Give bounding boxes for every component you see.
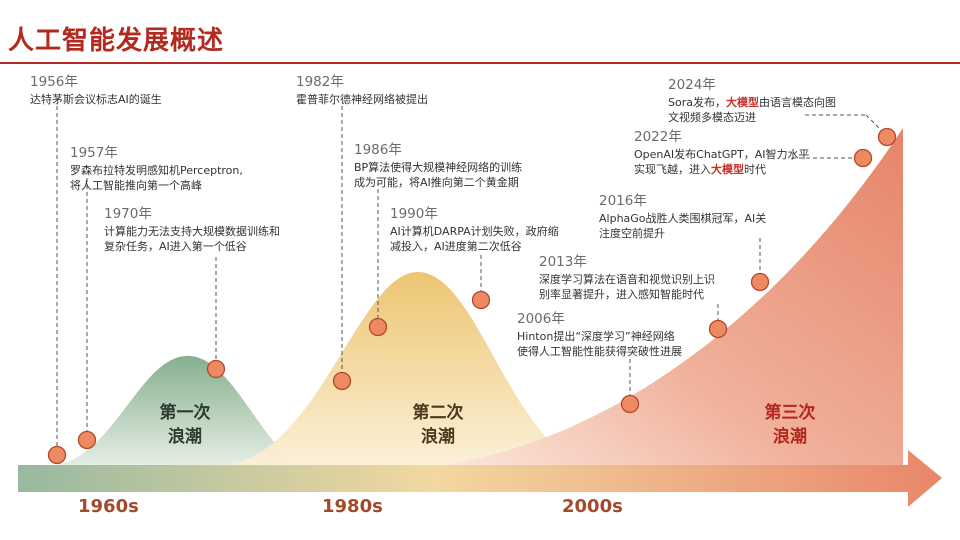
wave-3-shape [445, 128, 903, 465]
event-1982: 1982年 霍普菲尔德神经网络被提出 [296, 74, 428, 106]
wave-2-shape [228, 272, 585, 465]
event-2024: 2024年 Sora发布，大模型由语言模态向图 文视频多模态迈进 [668, 77, 836, 124]
decade-1960s: 1960s [78, 496, 139, 517]
node-2013 [708, 319, 728, 339]
decade-1980s: 1980s [322, 496, 383, 517]
node-2016 [750, 272, 770, 292]
node-2024 [877, 127, 897, 147]
node-1986 [368, 317, 388, 337]
wave-1-label: 第一次 浪潮 [159, 403, 211, 447]
event-1957: 1957年 罗森布拉特发明感知机Perceptron, 将人工智能推向第一个高峰 [70, 145, 243, 192]
node-2022 [853, 148, 873, 168]
page-title: 人工智能发展概述 [8, 26, 225, 56]
event-1990: 1990年 AI计算机DARPA计划失败，政府缩 减投入，AI进度第二次低谷 [390, 206, 559, 253]
node-1957 [77, 430, 97, 450]
node-1956 [47, 445, 67, 465]
event-1970: 1970年 计算能力无法支持大规模数据训练和 复杂任务，AI进入第一个低谷 [104, 206, 280, 253]
event-2013: 2013年 深度学习算法在语音和视觉识别上识 别率显著提升，进入感知智能时代 [539, 254, 715, 301]
event-1956: 1956年 达特茅斯会议标志AI的诞生 [30, 74, 162, 106]
dashed-connectors [56, 106, 886, 450]
decade-2000s: 2000s [562, 496, 623, 517]
wave-2-label: 第二次 浪潮 [412, 403, 464, 447]
node-1970 [206, 359, 226, 379]
title-underline [0, 62, 960, 64]
wave-3-label: 第三次 浪潮 [764, 403, 816, 447]
node-1982 [332, 371, 352, 391]
node-2006 [620, 394, 640, 414]
wave-1-shape [58, 355, 300, 465]
event-1986: 1986年 BP算法使得大规模神经网络的训练 成为可能，将AI推向第二个黄金期 [354, 142, 523, 189]
highlight-large-model: 大模型 [711, 163, 744, 176]
event-2006: 2006年 Hinton提出“深度学习”神经网络 使得人工智能性能获得突破性进展 [517, 311, 682, 358]
highlight-large-model: 大模型 [725, 96, 759, 109]
event-2022: 2022年 OpenAI发布ChatGPT，AI智力水平 实现飞越，进入大模型时… [634, 129, 810, 176]
timeline-arrow [18, 450, 942, 507]
node-1990 [471, 290, 491, 310]
event-2016: 2016年 AlphaGo战胜人类围棋冠军，AI关 注度空前提升 [599, 193, 767, 240]
